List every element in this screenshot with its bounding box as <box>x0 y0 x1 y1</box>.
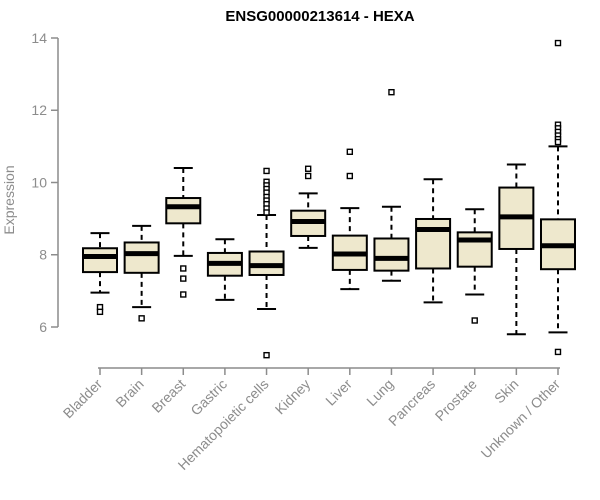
outlier-point <box>263 209 270 216</box>
y-tick-label: 14 <box>31 30 47 46</box>
chart-title: ENSG00000213614 - HEXA <box>225 8 414 25</box>
outlier-point <box>471 317 478 324</box>
iqr-box <box>165 197 202 225</box>
boxplot-hematopoietic-cells <box>248 167 285 359</box>
x-tick-label-unknown-other: Unknown / Other <box>478 376 564 462</box>
iqr-box <box>415 217 452 270</box>
y-axis: 6 8 10 12 14 <box>31 30 59 335</box>
x-tick-label-liver: Liver <box>322 376 355 409</box>
outlier-point <box>346 172 354 180</box>
y-tick-label: 12 <box>31 102 47 118</box>
iqr-box <box>373 237 410 272</box>
boxplot-prostate <box>456 208 493 324</box>
boxplot-pancreas <box>415 178 452 304</box>
outlier-point <box>304 172 312 180</box>
outlier-point <box>180 265 187 272</box>
iqr-box <box>82 247 118 274</box>
boxplot-gastric <box>206 238 243 301</box>
y-tick-label: 8 <box>39 247 47 263</box>
y-tick-label: 10 <box>31 174 47 190</box>
x-tick-label-skin: Skin <box>491 376 522 407</box>
outlier-point <box>263 167 270 175</box>
outlier-point <box>180 291 187 298</box>
boxplot-brain <box>123 224 160 322</box>
x-tick-label-bladder: Bladder <box>60 376 106 422</box>
outlier-point <box>138 315 145 322</box>
plot-area <box>82 39 576 359</box>
boxplot-skin <box>498 163 535 336</box>
x-tick-label-prostate: Prostate <box>432 376 480 424</box>
outlier-point <box>304 165 312 172</box>
outlier-point <box>554 39 562 47</box>
boxplot-kidney <box>290 165 327 249</box>
iqr-box <box>123 241 160 274</box>
x-tick-label-kidney: Kidney <box>272 376 314 418</box>
outlier-point <box>554 348 562 356</box>
outlier-point <box>346 148 354 155</box>
boxplot-bladder <box>82 232 118 316</box>
boxplot-unknown-other <box>539 39 576 356</box>
x-tick-label-breast: Breast <box>148 376 188 416</box>
boxplot-liver <box>331 148 368 291</box>
boxplot-breast <box>165 167 202 298</box>
outlier-point <box>554 138 562 146</box>
x-tick-label-lung: Lung <box>363 376 396 409</box>
outlier-point <box>263 351 270 359</box>
y-tick-label: 6 <box>39 319 47 335</box>
outlier-point <box>180 275 187 282</box>
y-axis-label: Expression <box>1 165 17 234</box>
boxplot-lung <box>373 88 410 282</box>
outlier-point <box>388 88 395 96</box>
outlier-point <box>96 308 104 316</box>
x-tick-label-brain: Brain <box>112 376 146 410</box>
